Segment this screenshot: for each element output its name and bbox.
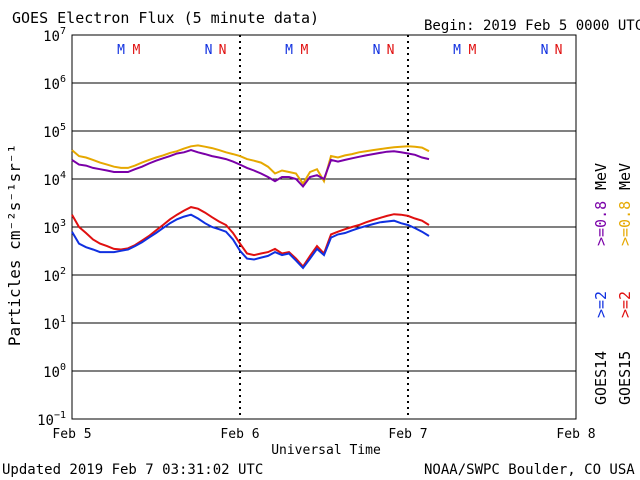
- y-tick-label: 102: [43, 266, 66, 285]
- x-axis-label: Universal Time: [271, 443, 381, 458]
- orbit-marker: M: [132, 43, 140, 58]
- series-goes14-high: [71, 149, 430, 188]
- x-tick-label: Feb 7: [388, 427, 427, 442]
- orbit-marker: M: [468, 43, 476, 58]
- y-tick-label: 105: [43, 122, 66, 141]
- legend-goes15-label: GOES15: [616, 351, 634, 405]
- x-tick-label: Feb 8: [556, 427, 595, 442]
- y-tick-label: 103: [43, 218, 66, 237]
- y-tick-label: 10−1: [37, 410, 66, 429]
- y-tick-label: 104: [43, 170, 66, 189]
- legend: GOES14 GOES15 >=2 >=2 >=0.8 >=0.8 MeV Me…: [592, 163, 634, 405]
- orbit-marker: N: [387, 43, 395, 58]
- legend-unit-1: MeV: [592, 163, 610, 190]
- y-tick-label: 101: [43, 314, 66, 333]
- credit-text: NOAA/SWPC Boulder, CO USA: [424, 462, 635, 478]
- updated-timestamp: Updated 2019 Feb 7 03:31:02 UTC: [2, 462, 263, 478]
- legend-goes15-high: >=0.8: [616, 201, 634, 246]
- orbit-marker: N: [541, 43, 549, 58]
- y-axis-label: Particles cm⁻²s⁻¹sr⁻¹: [5, 144, 24, 346]
- orbit-marker: N: [555, 43, 563, 58]
- chart-title: GOES Electron Flux (5 minute data): [12, 9, 319, 27]
- y-tick-label: 100: [43, 362, 66, 381]
- begin-time: Begin: 2019 Feb 5 0000 UTC: [424, 18, 640, 34]
- legend-unit-2: MeV: [616, 163, 634, 190]
- legend-goes14-high: >=0.8: [592, 201, 610, 246]
- x-tick-label: Feb 6: [220, 427, 259, 442]
- orbit-marker: M: [453, 43, 461, 58]
- legend-goes14-low: >=2: [592, 291, 610, 318]
- series-goes14-low: [71, 213, 430, 270]
- legend-goes15-low: >=2: [616, 291, 634, 318]
- y-tick-label: 106: [43, 74, 66, 93]
- orbit-marker: N: [205, 43, 213, 58]
- orbit-marker: M: [300, 43, 308, 58]
- y-tick-label: 107: [43, 26, 66, 45]
- series-goes15-high: [71, 144, 430, 186]
- orbit-marker: M: [117, 43, 125, 58]
- series-goes15-low: [71, 206, 430, 269]
- orbit-marker: N: [373, 43, 381, 58]
- x-tick-label: Feb 5: [52, 427, 91, 442]
- orbit-marker: M: [285, 43, 293, 58]
- orbit-marker: N: [219, 43, 227, 58]
- legend-goes14-label: GOES14: [592, 351, 610, 405]
